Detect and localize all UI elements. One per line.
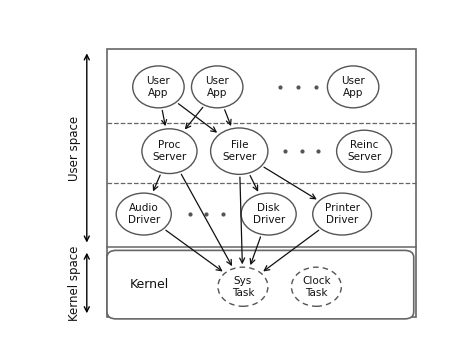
Ellipse shape bbox=[328, 66, 379, 108]
Text: User
App: User App bbox=[205, 76, 229, 98]
Ellipse shape bbox=[142, 129, 197, 174]
Ellipse shape bbox=[116, 193, 171, 235]
Text: Audio
Driver: Audio Driver bbox=[128, 203, 160, 225]
Ellipse shape bbox=[337, 130, 392, 172]
Ellipse shape bbox=[218, 267, 268, 306]
Ellipse shape bbox=[241, 193, 296, 235]
Ellipse shape bbox=[191, 66, 243, 108]
Text: Kernel: Kernel bbox=[129, 278, 169, 291]
Text: Sys
Task: Sys Task bbox=[232, 276, 254, 298]
Ellipse shape bbox=[292, 267, 341, 306]
Text: File
Server: File Server bbox=[222, 140, 256, 162]
Ellipse shape bbox=[313, 193, 372, 235]
Text: Printer
Driver: Printer Driver bbox=[325, 203, 360, 225]
Text: Kernel space: Kernel space bbox=[68, 245, 81, 321]
Text: Disk
Driver: Disk Driver bbox=[253, 203, 285, 225]
Ellipse shape bbox=[210, 128, 268, 174]
Text: User space: User space bbox=[68, 115, 81, 180]
Bar bbox=[107, 49, 416, 318]
Text: Reinc
Server: Reinc Server bbox=[347, 140, 381, 162]
Text: Proc
Server: Proc Server bbox=[152, 140, 187, 162]
Ellipse shape bbox=[133, 66, 184, 108]
Text: User
App: User App bbox=[341, 76, 365, 98]
FancyBboxPatch shape bbox=[107, 250, 414, 319]
Text: User
App: User App bbox=[146, 76, 170, 98]
Text: Clock
Task: Clock Task bbox=[302, 276, 331, 298]
